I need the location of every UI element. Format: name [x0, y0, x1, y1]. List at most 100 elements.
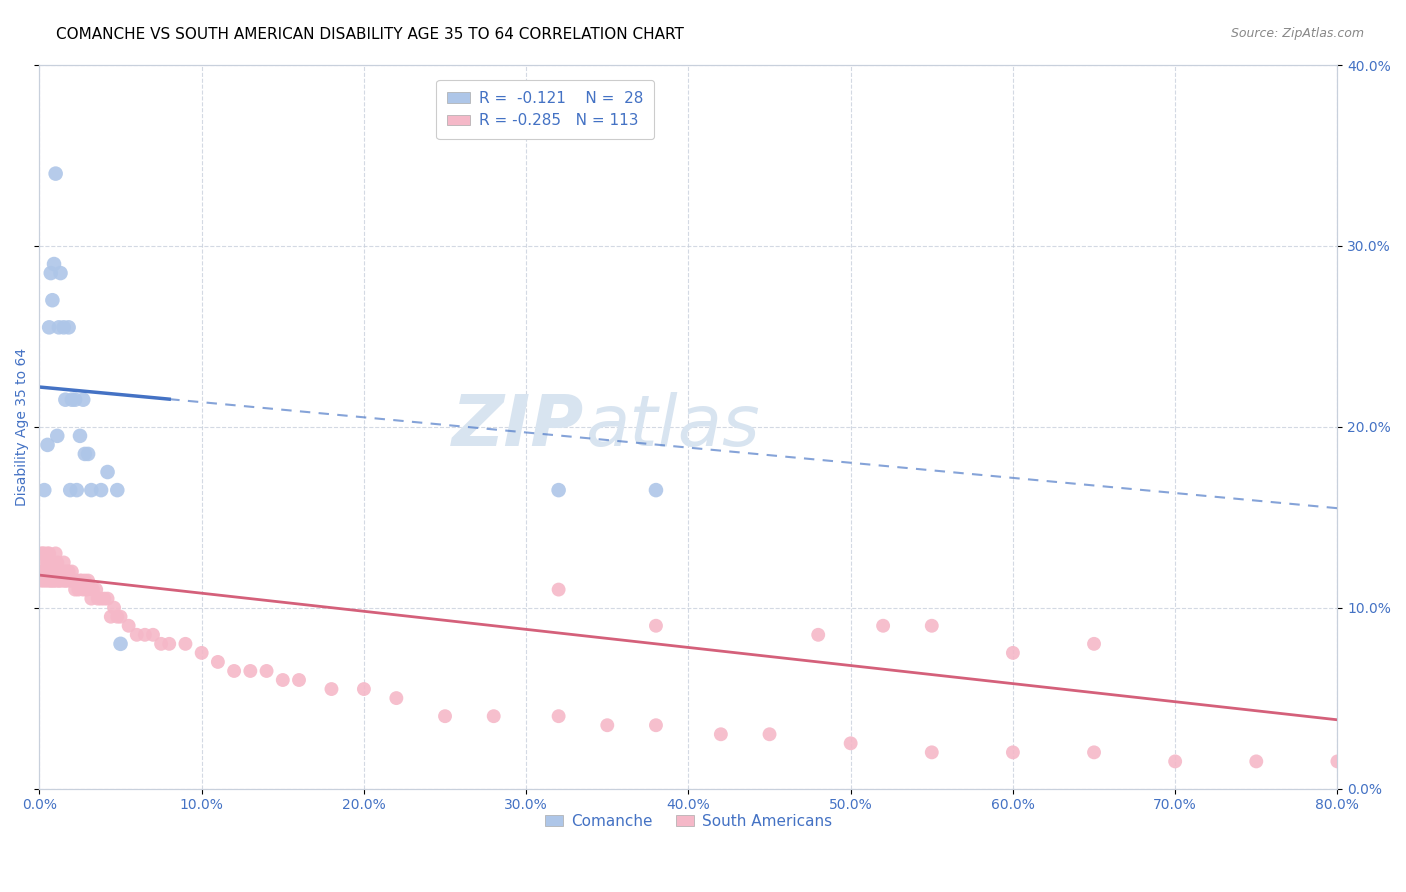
Point — [51, 565, 73, 579]
Point — [353, 681, 375, 696]
Legend: Comanche, South Americans: Comanche, South Americans — [538, 808, 838, 835]
Point — [207, 655, 229, 669]
Point — [174, 637, 197, 651]
Point — [31, 565, 53, 579]
Point — [1164, 755, 1187, 769]
Point — [105, 609, 128, 624]
Point — [35, 574, 58, 588]
Point — [60, 565, 83, 579]
Point — [66, 483, 89, 497]
Point — [90, 591, 112, 606]
Point — [73, 574, 96, 588]
Point — [97, 591, 120, 606]
Point — [82, 582, 104, 597]
Point — [49, 574, 72, 588]
Point — [48, 574, 70, 588]
Point — [118, 619, 141, 633]
Point — [49, 266, 72, 280]
Point — [60, 392, 83, 407]
Point — [839, 736, 862, 750]
Point — [385, 691, 408, 706]
Point — [42, 574, 65, 588]
Point — [48, 320, 70, 334]
Point — [321, 681, 343, 696]
Point — [59, 483, 82, 497]
Point — [72, 392, 94, 407]
Point — [125, 628, 148, 642]
Point — [482, 709, 505, 723]
Point — [53, 574, 76, 588]
Point — [63, 582, 86, 597]
Point — [38, 546, 60, 560]
Point — [434, 709, 457, 723]
Point — [645, 619, 668, 633]
Point — [645, 483, 668, 497]
Point — [45, 574, 67, 588]
Point — [51, 574, 73, 588]
Point — [97, 465, 120, 479]
Point — [52, 574, 75, 588]
Point — [100, 609, 122, 624]
Point — [80, 483, 103, 497]
Point — [41, 565, 63, 579]
Point — [710, 727, 733, 741]
Point — [45, 565, 67, 579]
Point — [42, 574, 65, 588]
Point — [239, 664, 262, 678]
Point — [32, 565, 55, 579]
Point — [46, 574, 69, 588]
Point — [56, 565, 79, 579]
Point — [45, 565, 67, 579]
Text: COMANCHE VS SOUTH AMERICAN DISABILITY AGE 35 TO 64 CORRELATION CHART: COMANCHE VS SOUTH AMERICAN DISABILITY AG… — [56, 27, 685, 42]
Point — [30, 574, 52, 588]
Point — [39, 565, 62, 579]
Point — [547, 483, 569, 497]
Point — [645, 718, 668, 732]
Point — [87, 591, 110, 606]
Point — [921, 619, 943, 633]
Point — [69, 574, 91, 588]
Point — [547, 582, 569, 597]
Point — [41, 293, 63, 308]
Point — [134, 628, 156, 642]
Point — [807, 628, 830, 642]
Point — [58, 574, 80, 588]
Point — [52, 556, 75, 570]
Point — [93, 591, 115, 606]
Point — [32, 483, 55, 497]
Point — [53, 392, 76, 407]
Point — [56, 574, 79, 588]
Point — [37, 565, 59, 579]
Point — [41, 574, 63, 588]
Point — [921, 745, 943, 759]
Point — [53, 574, 76, 588]
Point — [70, 574, 93, 588]
Point — [32, 574, 55, 588]
Point — [38, 574, 60, 588]
Point — [45, 167, 67, 181]
Point — [30, 546, 52, 560]
Point — [58, 320, 80, 334]
Point — [58, 565, 80, 579]
Point — [59, 574, 82, 588]
Point — [1083, 637, 1105, 651]
Point — [46, 556, 69, 570]
Point — [1083, 745, 1105, 759]
Point — [1246, 755, 1268, 769]
Point — [62, 574, 84, 588]
Point — [105, 483, 128, 497]
Point — [38, 320, 60, 334]
Point — [52, 565, 75, 579]
Point — [66, 574, 89, 588]
Point — [37, 546, 59, 560]
Point — [110, 637, 132, 651]
Point — [77, 447, 100, 461]
Point — [67, 582, 90, 597]
Point — [157, 637, 180, 651]
Point — [72, 582, 94, 597]
Point — [32, 546, 55, 560]
Point — [142, 628, 165, 642]
Point — [271, 673, 294, 687]
Point — [547, 709, 569, 723]
Point — [1326, 755, 1348, 769]
